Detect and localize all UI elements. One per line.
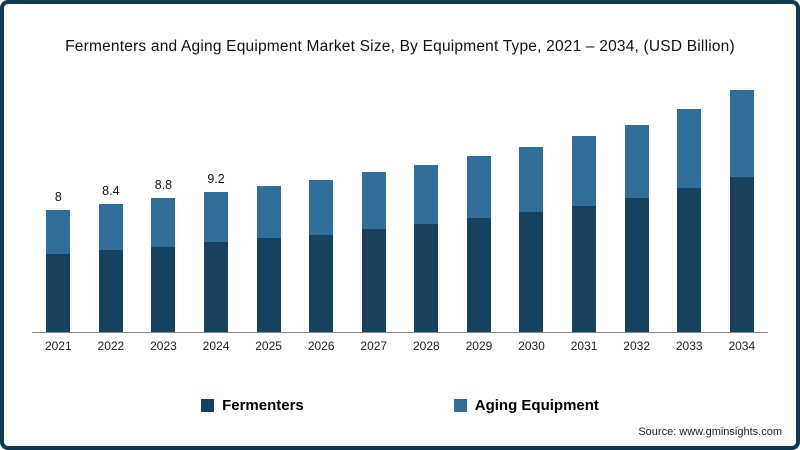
bar-value-label-2024: 9.2 [207, 172, 225, 187]
bar-segment-aging-equipment-2021 [46, 210, 71, 255]
x-axis-label-2027: 2027 [360, 339, 388, 353]
plot-area: 8 8.4 8.8 9.2 [32, 70, 768, 333]
x-axis-labels: 2021 2022 2023 2024 2025 2026 2027 2028 2029 2030… [32, 339, 768, 353]
bar-column-2027 [347, 70, 400, 332]
aging-equipment-swatch-icon [453, 399, 467, 412]
x-axis-label-2030: 2030 [518, 339, 545, 353]
bar-segment-fermenters-2025 [256, 237, 281, 332]
bar-segment-aging-equipment-2028 [414, 164, 439, 225]
x-axis-label-2024: 2024 [202, 339, 230, 353]
bar-segment-fermenters-2030 [519, 211, 544, 332]
x-axis-label-2021: 2021 [44, 339, 72, 353]
bar-column-2030 [505, 70, 558, 332]
bar-column-2034 [716, 70, 769, 332]
x-axis-label-2032: 2032 [623, 339, 650, 353]
bar-segment-fermenters-2024 [204, 242, 229, 332]
bar-value-label-2022: 8.4 [102, 184, 120, 199]
bar-segment-fermenters-2032 [624, 198, 649, 332]
legend-item-aging-equipment: Aging Equipment [453, 397, 599, 414]
bar-value-label-2021: 8 [54, 190, 62, 205]
bar-segment-aging-equipment-2023 [151, 198, 176, 247]
bar-column-2033 [663, 70, 716, 332]
x-axis-label-2026: 2026 [307, 339, 335, 353]
bar-column-2029 [453, 70, 506, 332]
bar-segment-fermenters-2029 [466, 218, 491, 332]
bar-segment-aging-equipment-2024 [204, 192, 229, 243]
bar-segment-aging-equipment-2027 [361, 172, 386, 229]
bar-column-2025 [242, 70, 295, 332]
bar-segment-aging-equipment-2022 [98, 204, 123, 250]
bar-column-2023: 8.8 [137, 70, 190, 332]
bar-segment-aging-equipment-2033 [677, 108, 702, 188]
bar-column-2028 [400, 70, 453, 332]
bar-segment-fermenters-2026 [309, 234, 334, 332]
bar-segment-aging-equipment-2029 [466, 155, 491, 218]
bar-segment-aging-equipment-2025 [256, 186, 281, 238]
bar-segment-aging-equipment-2030 [519, 146, 544, 212]
legend-label-aging-equipment: Aging Equipment [474, 397, 599, 414]
bar-segment-fermenters-2023 [151, 246, 176, 332]
x-axis-label-2034: 2034 [728, 339, 756, 353]
bar-segment-fermenters-2028 [414, 224, 439, 332]
x-axis-label-2031: 2031 [570, 339, 598, 353]
fermenters-swatch-icon [201, 399, 215, 412]
x-axis-label-2022: 2022 [97, 339, 125, 353]
bar-segment-fermenters-2034 [729, 176, 754, 332]
x-axis-label-2028: 2028 [412, 339, 440, 353]
source-credit: Source: www.gminsights.com [638, 426, 782, 438]
bar-segment-aging-equipment-2034 [729, 90, 754, 177]
chart-title: Fermenters and Aging Equipment Market Si… [65, 38, 735, 55]
bar-column-2022: 8.4 [85, 70, 138, 332]
bar-segment-fermenters-2021 [46, 254, 71, 332]
x-axis-label-2033: 2033 [675, 339, 703, 353]
bar-column-2021: 8 [32, 70, 85, 332]
bar-segment-fermenters-2033 [677, 187, 702, 332]
bar-column-2031 [558, 70, 611, 332]
x-axis-label-2025: 2025 [255, 339, 282, 353]
bar-segment-fermenters-2031 [572, 205, 597, 332]
legend-item-fermenters: Fermenters [201, 397, 304, 414]
x-axis-label-2023: 2023 [150, 339, 177, 353]
bar-segment-fermenters-2022 [98, 249, 123, 332]
bar-value-label-2023: 8.8 [154, 178, 173, 193]
bar-segment-aging-equipment-2026 [309, 180, 334, 235]
bar-segment-aging-equipment-2032 [624, 125, 649, 199]
bar-column-2032 [610, 70, 663, 332]
bar-segment-fermenters-2027 [361, 228, 386, 332]
chart-area: 8 8.4 8.8 9.2 2021 2022 2023 2024 2025 2026 2027 2… [32, 70, 768, 353]
bar-column-2026 [295, 70, 348, 332]
legend-label-fermenters: Fermenters [222, 397, 304, 414]
x-axis-label-2029: 2029 [465, 339, 493, 353]
bar-segment-aging-equipment-2031 [572, 135, 597, 206]
legend: Fermenters Aging Equipment [4, 397, 796, 414]
bar-column-2024: 9.2 [190, 70, 243, 332]
